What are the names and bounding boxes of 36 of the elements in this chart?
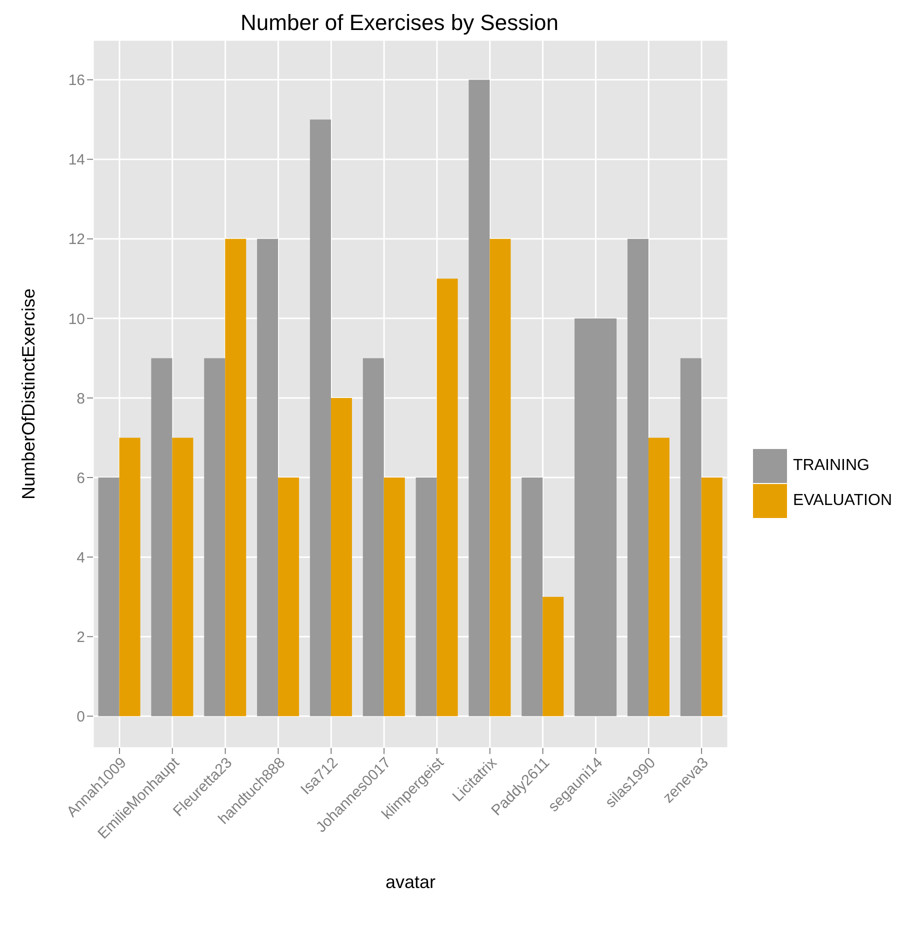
- y-tick-label: 14: [68, 152, 85, 169]
- y-tick-label: 10: [68, 310, 85, 328]
- y-tick-label: 8: [76, 390, 85, 408]
- bar: [680, 358, 702, 716]
- y-tick-label: 0: [76, 708, 85, 726]
- legend-label: TRAINING: [793, 456, 870, 474]
- x-axis-title: avatar: [385, 872, 436, 892]
- bar: [522, 478, 543, 716]
- bar: [204, 358, 226, 716]
- legend-label: EVALUATION: [793, 492, 892, 510]
- y-tick-label: 6: [76, 470, 85, 487]
- bar: [468, 80, 490, 716]
- chart-title: Number of Exercises by Session: [240, 9, 560, 37]
- bar: [119, 438, 140, 716]
- bar: [278, 478, 300, 716]
- bar: [257, 238, 278, 716]
- bar: [172, 438, 194, 716]
- y-tick-label: 2: [76, 628, 85, 646]
- bar: [627, 238, 648, 716]
- bar: [648, 438, 670, 716]
- bar: [490, 238, 511, 716]
- bar: [436, 278, 458, 716]
- bar: [225, 238, 246, 716]
- y-axis-title: NumberOfDistinctExercise: [18, 288, 38, 500]
- bar: [701, 478, 722, 716]
- y-tick-label: 4: [76, 549, 85, 566]
- bar: [384, 478, 405, 716]
- y-tick-label: 12: [68, 231, 85, 248]
- bar: [416, 478, 437, 716]
- bar: [151, 358, 172, 716]
- bar: [310, 120, 331, 716]
- bar: [330, 398, 352, 716]
- bar: [542, 596, 564, 716]
- bar: [98, 478, 120, 716]
- bar: [362, 358, 384, 716]
- y-tick-label: 16: [68, 72, 85, 90]
